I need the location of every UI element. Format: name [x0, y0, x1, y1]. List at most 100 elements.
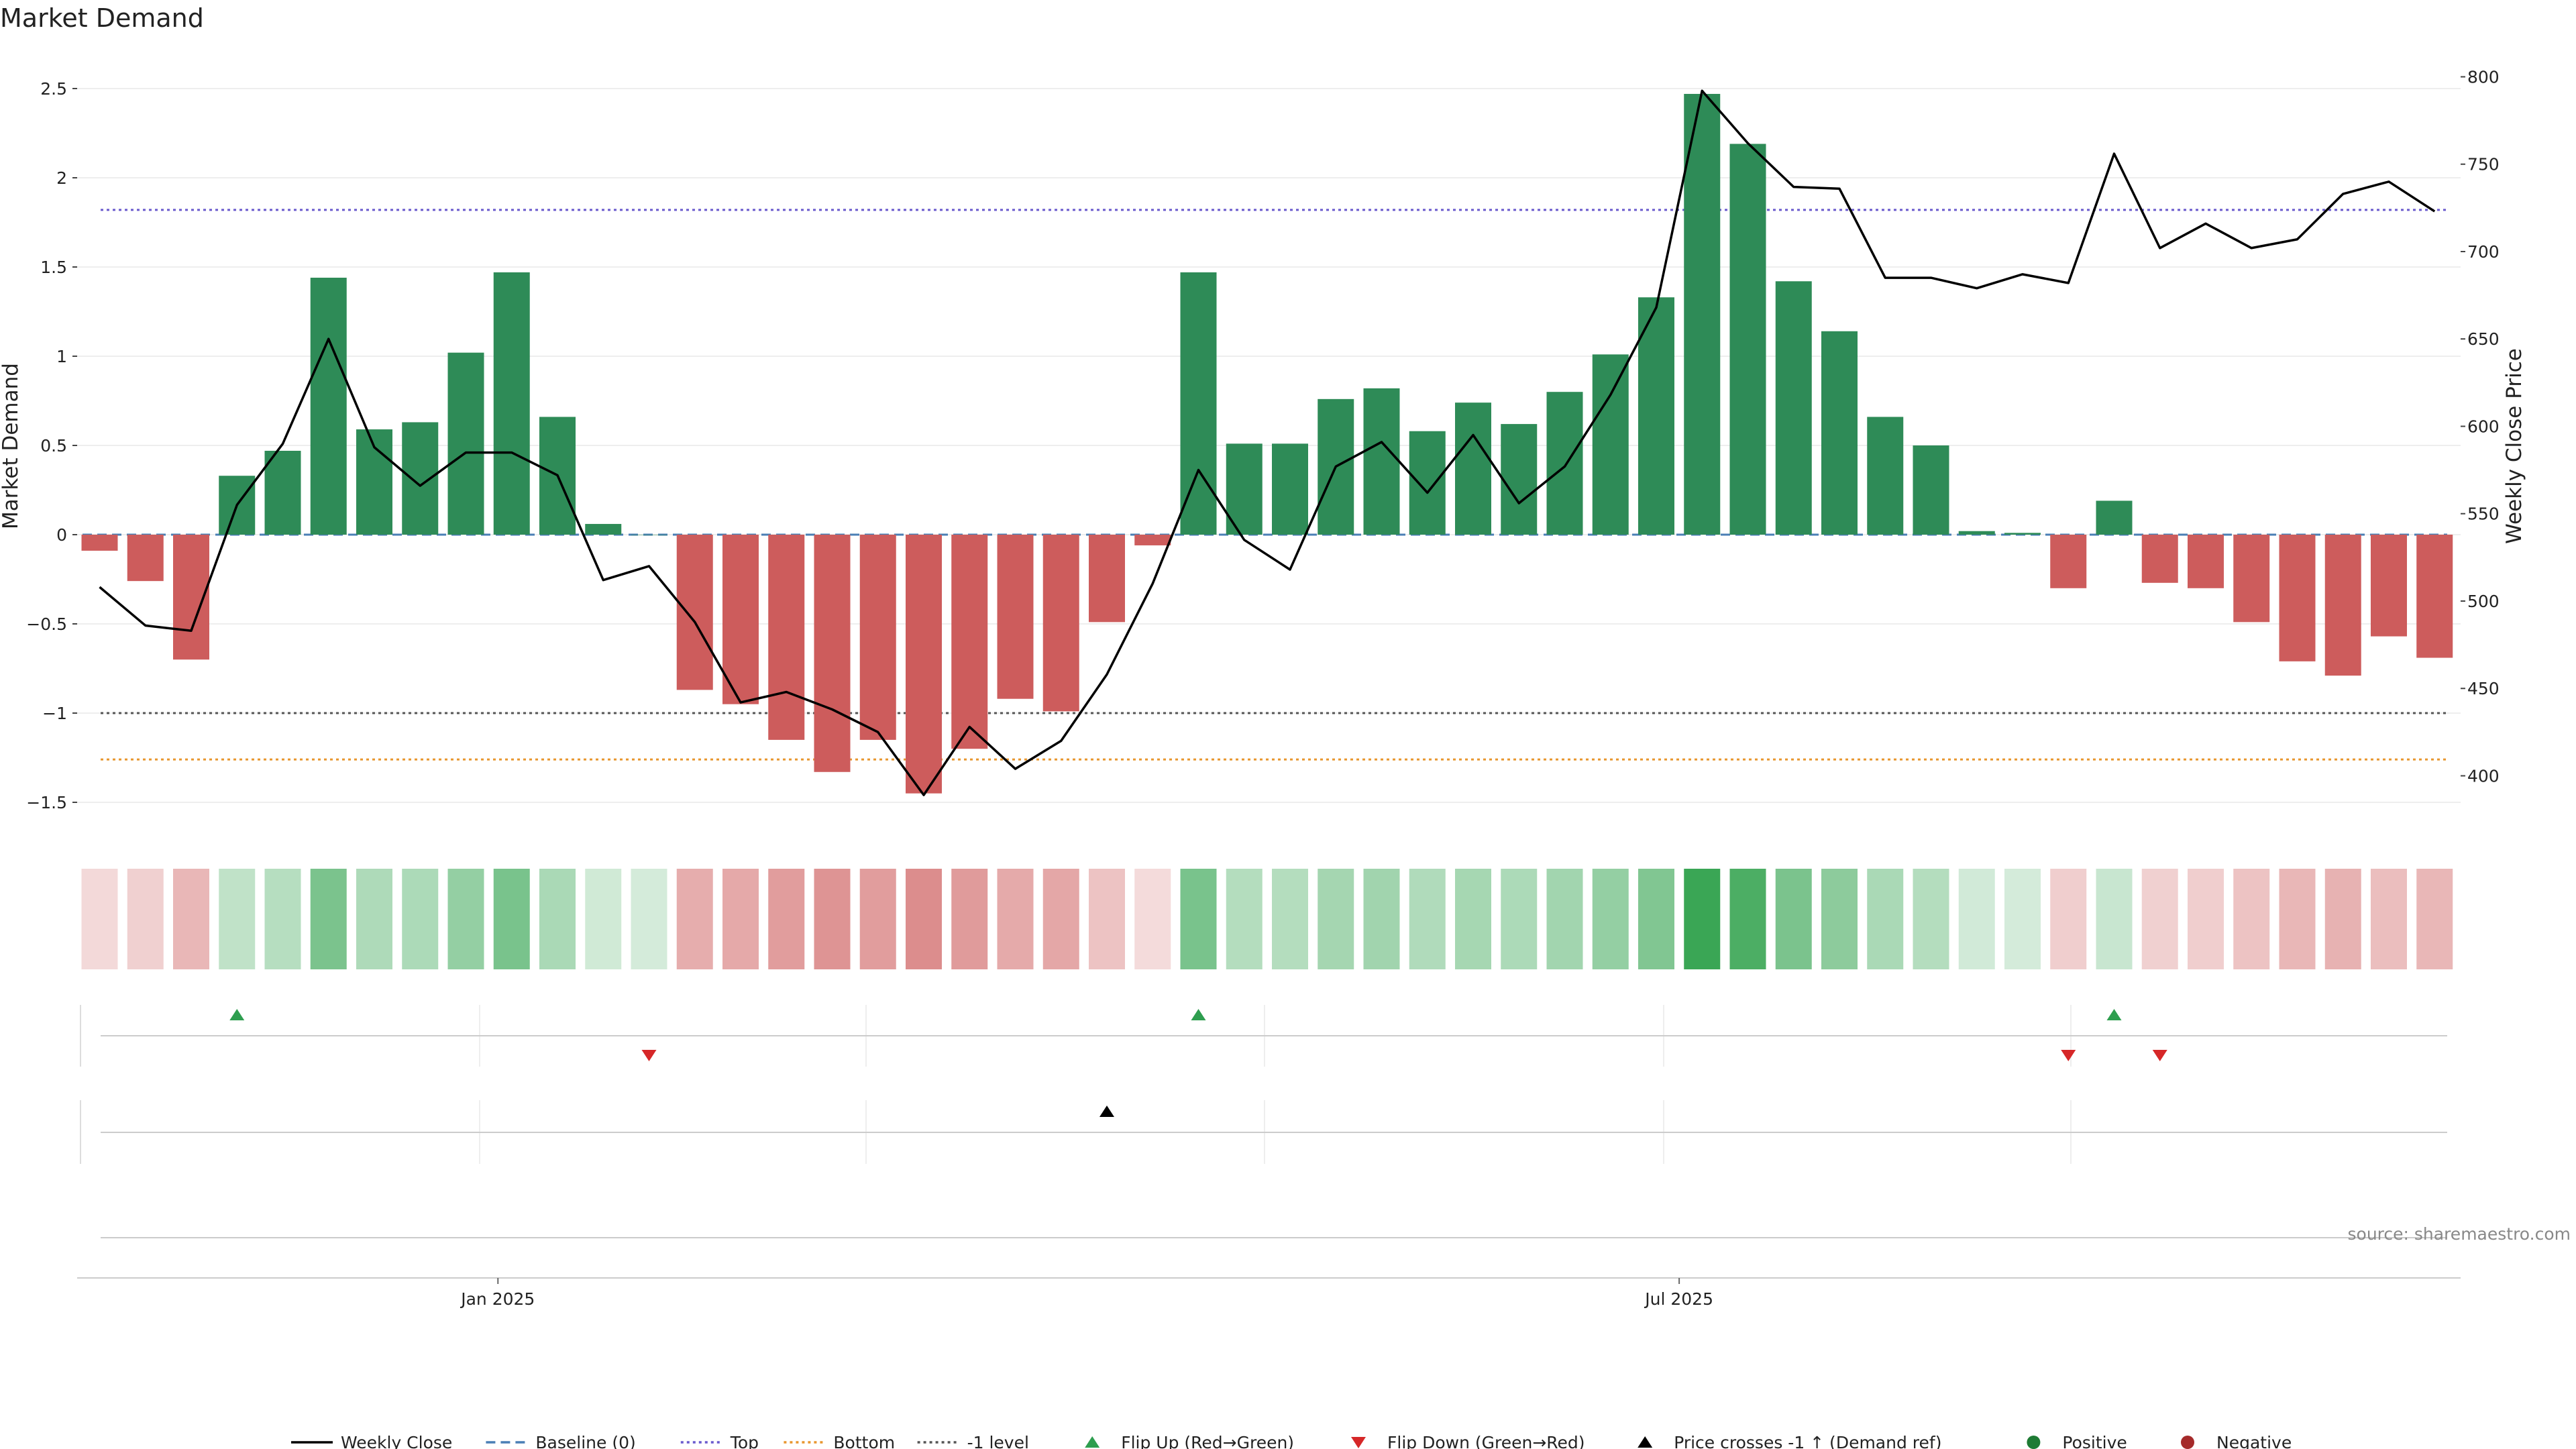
heat-cell: [493, 869, 530, 969]
x-tick-label: Jul 2025: [1644, 1289, 1713, 1309]
y-axis-right: 800 750 700 650 600 550 500 450 400: [2461, 67, 2500, 786]
y-tick-label: −1: [42, 704, 67, 723]
y-tick-label: 0.5: [40, 436, 67, 455]
heat-cell: [859, 869, 896, 969]
demand-bar: [1272, 443, 1308, 535]
y-tick-label: 2: [56, 168, 67, 188]
weekly-close-line: [99, 89, 2436, 796]
heat-cell: [1821, 869, 1858, 969]
demand-bar: [2096, 500, 2133, 535]
legend-swatch: [1638, 1436, 1653, 1448]
flip-up-marker: [1191, 1009, 1206, 1020]
heat-cell: [2324, 869, 2361, 969]
heat-cell: [173, 869, 209, 969]
demand-bar: [1821, 331, 1858, 535]
y-axis-left: 2.5 2 1.5 1 0.5 0 −0.5 −1 −1.5: [26, 79, 77, 812]
y2-tick-label: 650: [2467, 329, 2500, 349]
heat-cell: [264, 869, 301, 969]
heat-cell: [1546, 869, 1583, 969]
legend-label: Bottom: [833, 1433, 895, 1449]
heat-cell: [1042, 869, 1079, 969]
flip-up-marker: [229, 1009, 245, 1020]
chart-title: Market Demand: [0, 3, 204, 33]
demand-bar: [1958, 531, 1995, 535]
demand-bar: [310, 277, 347, 535]
legend-item: -1 level: [917, 1433, 1029, 1449]
legend-swatch: [1085, 1436, 1100, 1448]
demand-bar: [2279, 535, 2316, 661]
heat-cell: [2004, 869, 2041, 969]
legend: Weekly Close Baseline (0) Top Bottom -1 leve…: [291, 1433, 2292, 1449]
legend-swatch: [2181, 1436, 2194, 1449]
demand-bar: [2004, 533, 2041, 535]
y2-tick-label: 700: [2467, 242, 2500, 262]
price-line-layer: [99, 89, 2436, 796]
heat-cell: [402, 869, 439, 969]
demand-bar: [1180, 272, 1217, 535]
legend-swatch: [1351, 1437, 1366, 1448]
heat-cell: [2050, 869, 2087, 969]
demand-bar: [1501, 424, 1538, 535]
heat-cell: [1180, 869, 1217, 969]
demand-bar: [722, 535, 759, 704]
legend-label: Top: [730, 1433, 759, 1449]
demand-bar: [2050, 535, 2087, 588]
heat-cell: [1775, 869, 1812, 969]
heat-cell: [1318, 869, 1354, 969]
legend-item: Top: [680, 1433, 759, 1449]
heat-cell: [1455, 869, 1491, 969]
demand-bar: [859, 535, 896, 740]
demand-bar: [127, 535, 164, 582]
demand-bar: [676, 535, 713, 690]
heat-cell: [1638, 869, 1674, 969]
demand-bar: [951, 535, 988, 749]
y2-tick-label: 450: [2467, 679, 2500, 698]
heat-cell: [1684, 869, 1721, 969]
demand-bar: [493, 272, 530, 535]
legend-item: Flip Down (Green→Red): [1351, 1433, 1585, 1449]
heat-cell: [951, 869, 988, 969]
heat-cell: [1958, 869, 1995, 969]
demand-bar: [1409, 431, 1446, 535]
legend-label: Negative: [2216, 1433, 2292, 1449]
y2-tick-label: 750: [2467, 155, 2500, 174]
y-axis-label: Market Demand: [0, 363, 23, 529]
y2-tick-label: 550: [2467, 504, 2500, 524]
heat-cell: [722, 869, 759, 969]
heat-cell: [127, 869, 164, 969]
y2-tick-label: 800: [2467, 67, 2500, 87]
flip-down-marker: [2152, 1050, 2167, 1061]
demand-bar: [2416, 535, 2453, 658]
x-axis: Jan 2025 Jul 2025: [77, 1277, 2461, 1309]
legend-item: Price crosses -1 ↑ (Demand ref): [1638, 1433, 1941, 1449]
heat-cell: [356, 869, 392, 969]
demand-bar: [768, 535, 805, 740]
heat-cell: [1134, 869, 1171, 969]
y-tick-label: 0: [56, 525, 67, 545]
heat-cell: [2279, 869, 2316, 969]
heat-cell: [1363, 869, 1400, 969]
legend-item: Baseline (0): [486, 1433, 636, 1449]
demand-bar: [906, 535, 942, 794]
heat-cell: [2371, 869, 2407, 969]
demand-bar: [1867, 417, 1904, 535]
flip-up-marker: [2106, 1009, 2122, 1020]
legend-item: Flip Up (Red→Green): [1085, 1433, 1294, 1449]
demand-bar: [2324, 535, 2361, 676]
y-tick-label: 2.5: [40, 79, 67, 99]
legend-item: Negative: [2181, 1433, 2292, 1449]
demand-bar: [585, 524, 622, 535]
demand-bar: [1684, 93, 1721, 535]
demand-bar: [1455, 402, 1491, 535]
y2-axis-label: Weekly Close Price: [2502, 348, 2526, 544]
y-tick-label: −0.5: [26, 614, 67, 634]
heat-cell: [585, 869, 622, 969]
heat-cell: [997, 869, 1034, 969]
heat-cell: [1226, 869, 1263, 969]
demand-bar: [1729, 144, 1766, 535]
demand-bar: [997, 535, 1034, 699]
demand-bar: [2141, 535, 2178, 583]
demand-bar: [1089, 535, 1125, 623]
demand-bar: [81, 535, 118, 551]
